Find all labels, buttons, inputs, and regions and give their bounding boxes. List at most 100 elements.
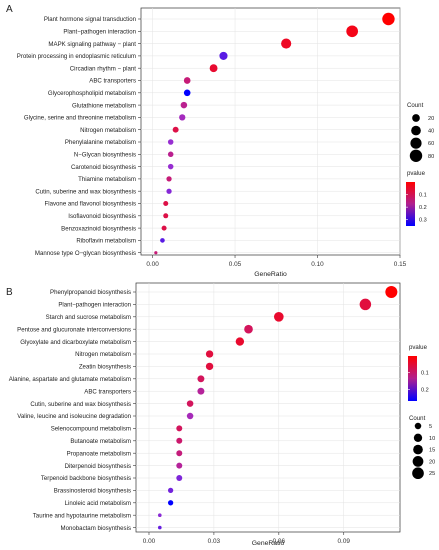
y-tick-label: Riboflavin metabolism (76, 238, 136, 245)
size-legend-label: 60 (428, 141, 434, 147)
size-legend-circle (410, 137, 422, 149)
data-point (161, 225, 167, 231)
data-point (166, 176, 172, 182)
panel-a: A 0.00 0.05 0.10 0.15 GeneRatio Plant hormone … (6, 4, 434, 278)
data-point (359, 298, 372, 311)
data-point (167, 500, 174, 506)
data-point (176, 450, 183, 457)
data-point (158, 513, 162, 517)
size-legend-circle (414, 422, 422, 430)
y-tick-label: Zeatin biosynthesis (79, 364, 131, 371)
data-point (385, 286, 398, 298)
data-point (219, 51, 228, 60)
size-legend-circle (412, 467, 424, 480)
data-point (205, 362, 214, 371)
y-tick-label: Glycerophospholipid metabolism (48, 90, 136, 97)
size-legend-circle (412, 114, 420, 122)
x-axis-label: GeneRatio (252, 540, 285, 547)
y-tick-label: Alanine, aspartate and glutamate metabol… (9, 376, 131, 383)
y-tick-label: Plant hormone signal transduction (44, 16, 136, 23)
size-legend-label: 25 (429, 471, 435, 477)
y-tick-label: Starch and sucrose metabolism (46, 314, 131, 321)
color-legend-bar (406, 182, 415, 226)
x-tick-label: 0.06 (273, 538, 286, 545)
size-legend-circle (409, 149, 423, 162)
data-point (167, 487, 174, 494)
data-point (183, 77, 191, 84)
y-tick-label: Protein processing in endoplasmic reticu… (17, 53, 136, 60)
data-point (183, 89, 191, 97)
y-tick-label: Phenylpropanoid biosynthesis (50, 289, 131, 296)
y-tick-label: Glycine, serine and threonine metabolism (24, 115, 136, 122)
y-tick-label: Cutin, suberine and wax biosynthesis (35, 188, 136, 195)
data-point (163, 213, 169, 219)
y-tick-label: Nitrogen metabolism (80, 127, 136, 134)
data-point (235, 337, 245, 346)
data-point (186, 400, 194, 407)
size-legend-circle (411, 125, 421, 136)
x-tick-label: 0.15 (394, 261, 407, 268)
data-point (176, 475, 183, 481)
data-point (281, 38, 292, 49)
color-legend-bar (408, 356, 417, 401)
y-tick-label: Nitrogen metabolism (75, 351, 131, 358)
color-legend-title: pvalue (407, 170, 426, 177)
y-tick-label: Brassinosteroid biosynthesis (54, 488, 131, 495)
color-legend-label: 0.1 (419, 193, 427, 199)
data-point (382, 12, 395, 26)
y-tick-label: Phenylalanine metabolism (65, 139, 136, 146)
y-tick-label: Butanoate metabolism (70, 438, 131, 445)
y-tick-label: Plant−pathogen interaction (63, 29, 136, 36)
x-tick-label: 0.05 (229, 261, 242, 268)
x-tick-label: 0.10 (311, 261, 324, 268)
size-legend-circle (412, 456, 424, 467)
y-tick-label: Benzoxazinoid biosynthesis (61, 225, 136, 232)
data-point (160, 238, 165, 243)
panel-b: B 0.00 0.03 0.06 0.09 GeneRatio Phenylpropanoi… (6, 282, 435, 547)
y-tick-label: Diterpenoid biosynthesis (65, 463, 131, 470)
color-legend-title: pvalue (409, 344, 428, 351)
x-axis-label: GeneRatio (254, 271, 287, 278)
data-point (346, 25, 358, 38)
data-point (176, 425, 183, 432)
y-tick-label: Linoleic acid metabolism (65, 500, 131, 507)
y-tick-label: Plant−pathogen interaction (58, 302, 131, 309)
y-tick-label: Monobactam biosynthesis (61, 525, 131, 532)
y-tick-label: Propanoate metabolism (67, 450, 131, 457)
x-tick-label: 0.00 (143, 538, 156, 545)
y-tick-label: Terpenoid backbone biosynthesis (41, 475, 131, 482)
data-point (244, 324, 253, 334)
x-tick-label: 0.03 (208, 538, 221, 545)
data-point (186, 412, 194, 420)
size-legend-title: Count (407, 102, 424, 109)
data-point (154, 251, 158, 255)
y-tick-label: Taurine and hypotaurine metabolism (33, 512, 131, 519)
data-point (167, 163, 174, 170)
y-tick-label: Circadian rhythm − plant (70, 65, 137, 72)
panel-letter: A (6, 4, 13, 15)
size-legend-label: 80 (428, 154, 434, 160)
y-tick-label: Glutathione metabolism (72, 102, 136, 109)
size-legend-label: 20 (429, 459, 435, 465)
y-tick-label: Carotenoid biosynthesis (71, 164, 136, 171)
y-tick-label: Isoflavonoid biosynthesis (68, 213, 136, 220)
plot-frame (135, 282, 401, 533)
data-point (197, 375, 205, 383)
size-legend-label: 40 (428, 129, 434, 135)
size-legend-label: 15 (429, 448, 435, 454)
data-point (273, 311, 284, 322)
size-legend-label: 20 (428, 116, 434, 122)
data-point (167, 151, 174, 158)
data-point (197, 387, 205, 395)
data-point (179, 114, 186, 121)
data-point (176, 462, 183, 469)
size-legend-label: 10 (429, 436, 435, 442)
data-point (209, 64, 218, 73)
y-tick-label: Selenocompound metabolism (51, 426, 131, 433)
x-tick-label: 0.09 (338, 538, 351, 545)
size-legend-label: 5 (429, 424, 432, 430)
y-tick-label: Cutin, suberine and wax biosynthesis (30, 401, 131, 408)
data-point (180, 101, 188, 109)
y-tick-label: Glyoxylate and dicarboxylate metabolism (20, 339, 131, 346)
